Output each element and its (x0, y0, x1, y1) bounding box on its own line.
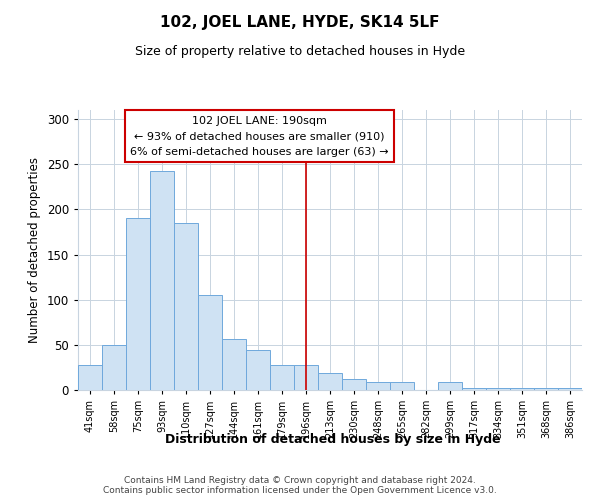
Text: Contains HM Land Registry data © Crown copyright and database right 2024.
Contai: Contains HM Land Registry data © Crown c… (103, 476, 497, 495)
Bar (150, 170, 174, 390)
Text: Size of property relative to detached houses in Hyde: Size of property relative to detached ho… (135, 45, 465, 58)
Bar (246, 350, 270, 390)
Bar (222, 338, 246, 390)
Bar (78, 364, 102, 390)
Bar (318, 373, 342, 390)
Bar (390, 382, 414, 390)
Bar (534, 388, 558, 390)
Bar (198, 295, 222, 390)
Bar (126, 218, 150, 390)
Bar (510, 388, 534, 390)
Bar (342, 379, 366, 390)
Bar (558, 388, 582, 390)
Bar (270, 364, 294, 390)
Bar (294, 364, 318, 390)
Bar (174, 223, 198, 390)
Bar (102, 345, 126, 390)
Bar (486, 388, 510, 390)
Text: 102 JOEL LANE: 190sqm
← 93% of detached houses are smaller (910)
6% of semi-deta: 102 JOEL LANE: 190sqm ← 93% of detached … (130, 116, 389, 157)
Bar (366, 382, 390, 390)
Bar (438, 382, 462, 390)
Bar (462, 388, 486, 390)
Text: 102, JOEL LANE, HYDE, SK14 5LF: 102, JOEL LANE, HYDE, SK14 5LF (160, 15, 440, 30)
Y-axis label: Number of detached properties: Number of detached properties (28, 157, 41, 343)
Text: Distribution of detached houses by size in Hyde: Distribution of detached houses by size … (165, 432, 501, 446)
